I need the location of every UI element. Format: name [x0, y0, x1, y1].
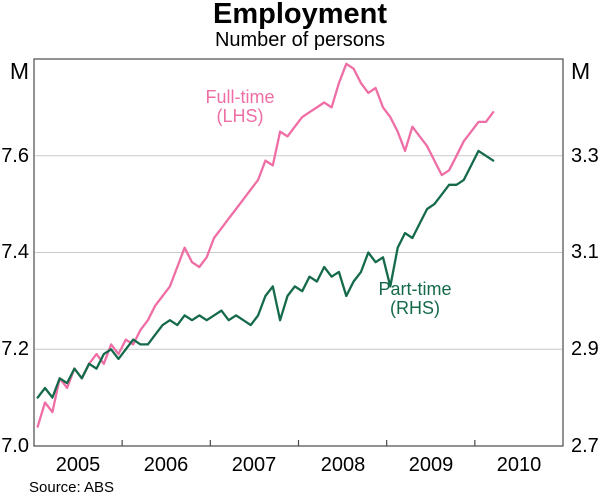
full-time-axis-tag: (LHS)	[216, 106, 264, 126]
left-tick-7-6: 7.6	[1, 145, 29, 167]
right-tick-3-1: 3.1	[571, 241, 599, 263]
x-label-2006: 2006	[143, 454, 189, 476]
full-time-series-label: Full-time	[205, 87, 275, 107]
x-label-2007: 2007	[231, 454, 277, 476]
right-tick-2-7: 2.7	[571, 435, 599, 457]
x-label-2008: 2008	[320, 454, 366, 476]
right-tick-3-3: 3.3	[571, 145, 599, 167]
left-tick-7-0: 7.0	[1, 435, 29, 457]
full-time-line	[36, 62, 495, 428]
source-note: Source: ABS	[29, 479, 115, 496]
x-label-2010: 2010	[496, 454, 542, 476]
plot-frame	[33, 58, 564, 447]
chart-title: Employment	[212, 0, 388, 30]
left-tick-7-2: 7.2	[1, 338, 29, 360]
right-tick-2-9: 2.9	[571, 338, 599, 360]
x-label-2005: 2005	[55, 454, 101, 476]
part-time-series-label: Part-time	[378, 279, 452, 299]
x-label-2009: 2009	[408, 454, 454, 476]
left-axis-unit: M	[9, 58, 29, 84]
part-time-line	[36, 149, 495, 399]
gridlines	[35, 155, 562, 350]
left-tick-7-4: 7.4	[1, 241, 29, 263]
part-time-axis-tag: (RHS)	[390, 298, 440, 318]
right-axis-unit: M	[571, 58, 591, 84]
chart-subtitle: Number of persons	[214, 29, 386, 51]
axis-tick-marks	[121, 440, 476, 446]
